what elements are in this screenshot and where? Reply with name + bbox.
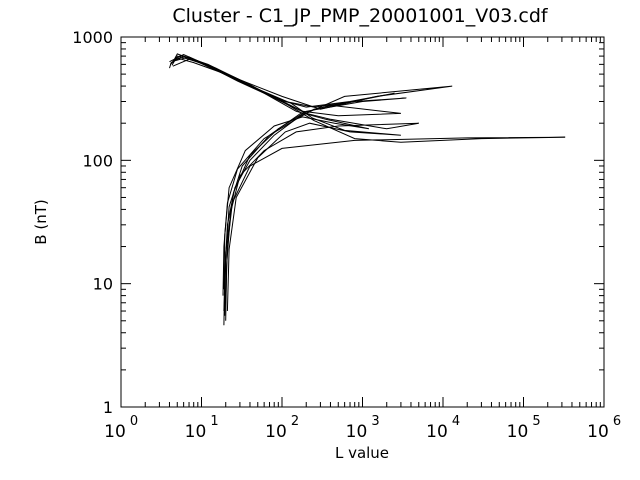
chart-title: Cluster - C1_JP_PMP_20001001_V03.cdf — [172, 5, 549, 27]
x-tick-label: 10 — [426, 422, 448, 442]
orbit-trace-5 — [173, 53, 401, 316]
x-tick-label: 10 — [185, 422, 207, 442]
x-tick-label: 10 — [104, 422, 126, 442]
x-tick-label: 10 — [265, 422, 287, 442]
orbit-trace-7 — [170, 57, 370, 290]
x-tick-exponent: 2 — [291, 414, 299, 429]
x-tick-exponent: 0 — [130, 414, 138, 429]
x-tick-label: 10 — [507, 422, 529, 442]
x-tick-label: 10 — [346, 422, 368, 442]
y-tick-label: 1000 — [72, 28, 113, 47]
x-tick-exponent: 6 — [613, 414, 621, 429]
orbit-trace-4 — [171, 55, 395, 296]
x-tick-exponent: 3 — [371, 414, 379, 429]
plot-frame — [120, 36, 605, 408]
orbit-trace-1 — [169, 55, 453, 326]
orbit-trace-8 — [174, 56, 401, 312]
x-tick-exponent: 5 — [532, 414, 540, 429]
x-axis-label: L value — [335, 444, 389, 462]
y-tick-label: 10 — [93, 275, 113, 294]
y-tick-label: 1 — [103, 398, 113, 417]
x-tick-exponent: 4 — [452, 414, 460, 429]
x-tick-exponent: 1 — [210, 414, 218, 429]
x-tick-label: 10 — [587, 422, 609, 442]
y-axis-label: B (nT) — [32, 199, 50, 244]
y-tick-label: 100 — [82, 151, 113, 170]
orbit-trace-6 — [172, 58, 407, 303]
